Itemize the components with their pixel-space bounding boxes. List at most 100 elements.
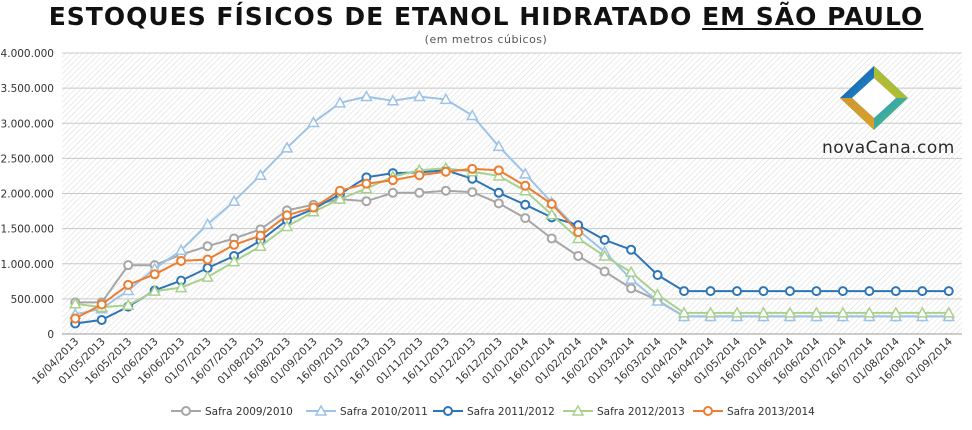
data-point <box>440 166 451 177</box>
chart-subtitle: (em metros cúbicos) <box>424 33 548 46</box>
chart-title: ESTOQUES FÍSICOS DE ETANOL HIDRATADO EM … <box>49 2 924 31</box>
data-point <box>121 283 135 296</box>
data-point <box>546 199 557 210</box>
y-tick-label: 2.000.000 <box>1 189 54 201</box>
data-point <box>545 208 558 220</box>
data-point <box>70 313 81 324</box>
data-point <box>149 269 160 280</box>
data-point <box>784 286 795 297</box>
y-tick-label: 2.500.000 <box>1 153 54 165</box>
data-point <box>573 227 584 238</box>
data-point <box>520 199 531 210</box>
legend: Safra 2009/2010 Safra 2010/2011 Safra 2011… <box>171 404 815 418</box>
data-point <box>916 306 929 318</box>
data-point <box>758 286 769 297</box>
data-point <box>148 284 161 296</box>
y-tick-label: 1.500.000 <box>1 224 54 236</box>
data-point <box>493 187 504 198</box>
data-point <box>176 255 187 266</box>
y-tick-label: 500.000 <box>11 294 54 306</box>
data-point <box>96 299 107 310</box>
data-point <box>732 286 742 297</box>
data-point <box>704 306 717 318</box>
legend-label: Safra 2012/2013 <box>597 406 685 418</box>
data-point <box>652 269 663 280</box>
data-point <box>837 286 848 297</box>
y-tick-label: 3.000.000 <box>1 118 54 130</box>
data-point <box>810 306 823 318</box>
data-point <box>466 108 479 121</box>
data-point <box>624 272 638 284</box>
data-point <box>439 92 453 105</box>
legend-label: Safra 2011/2012 <box>467 406 555 418</box>
data-point <box>282 210 292 221</box>
data-point <box>624 265 638 277</box>
data-point <box>440 185 451 196</box>
legend-marker <box>703 406 713 416</box>
data-point <box>679 286 690 297</box>
data-point <box>571 231 585 244</box>
data-point <box>730 306 744 318</box>
data-point <box>201 217 214 230</box>
data-point <box>943 286 954 297</box>
logo-text: novaCana.com <box>822 138 955 158</box>
data-point <box>360 90 373 102</box>
chart-title-wrap: ESTOQUES FÍSICOS DE ETANOL HIDRATADO EM … <box>0 2 972 31</box>
legend-marker <box>181 406 191 416</box>
data-point <box>705 286 716 297</box>
data-point <box>202 241 213 252</box>
data-point <box>651 294 664 306</box>
data-point <box>520 213 531 224</box>
data-point <box>520 180 531 191</box>
data-point <box>123 260 134 271</box>
data-point <box>492 139 506 152</box>
data-point <box>361 196 372 207</box>
data-point <box>598 249 611 261</box>
series-layer <box>68 90 956 329</box>
y-tick-label: 1.000.000 <box>1 259 54 271</box>
data-point <box>626 283 637 294</box>
data-point <box>68 297 82 309</box>
chart-title-highlight: EM SÃO PAULO <box>702 2 924 31</box>
data-point <box>254 168 267 180</box>
data-point <box>96 314 107 325</box>
data-point <box>467 163 478 174</box>
data-point <box>573 251 584 262</box>
data-point <box>361 178 372 189</box>
series-line <box>74 95 949 318</box>
series-5 <box>70 163 584 324</box>
y-tick-label: 0 <box>47 329 54 341</box>
legend-label: Safra 2009/2010 <box>205 406 293 418</box>
data-point <box>227 194 241 206</box>
data-point <box>308 202 319 213</box>
data-point <box>942 306 956 318</box>
legend-item: Safra 2012/2013 <box>563 404 685 418</box>
data-point <box>254 239 267 251</box>
legend-marker <box>571 404 585 416</box>
series-line <box>75 167 949 314</box>
data-point <box>493 165 504 176</box>
data-point <box>333 96 347 108</box>
data-point <box>518 167 532 179</box>
legend-label: Safra 2013/2014 <box>727 406 815 418</box>
data-point <box>783 306 797 318</box>
legend-item: Safra 2010/2011 <box>306 404 428 418</box>
data-point <box>202 254 213 265</box>
data-point <box>201 270 214 282</box>
data-point <box>492 169 506 181</box>
data-point <box>174 281 188 293</box>
data-point <box>467 187 478 198</box>
data-point <box>836 306 850 318</box>
data-point <box>334 185 345 196</box>
x-axis: 16/04/201301/05/201316/05/201301/06/2013… <box>30 335 955 387</box>
data-point <box>493 198 504 209</box>
series-line <box>75 169 949 325</box>
legend-item: Safra 2013/2014 <box>693 406 815 418</box>
data-point <box>387 175 398 186</box>
y-axis: 0 500.000 1.000.000 1.500.000 2.000.000 2.500… <box>1 48 54 341</box>
data-point <box>123 279 134 290</box>
data-point <box>307 116 320 128</box>
data-point <box>599 266 610 277</box>
data-point <box>917 286 928 297</box>
